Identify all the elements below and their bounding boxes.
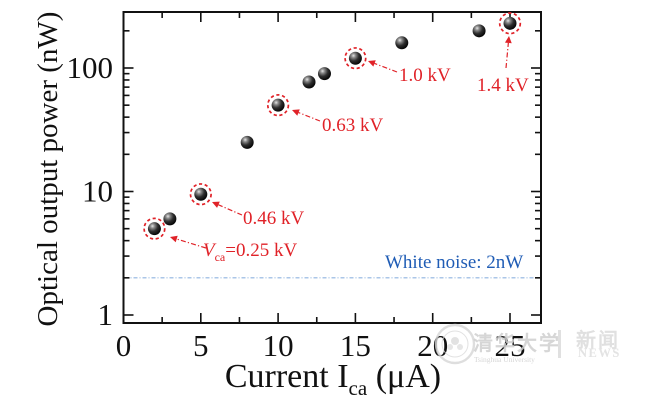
x-tick-label: 15 (340, 328, 371, 363)
annotation-value: =0.25 kV (225, 240, 298, 261)
data-point (472, 24, 486, 38)
annotation-0-63kv: 0.63 kV (322, 115, 384, 136)
y-tick-label: 10 (82, 174, 113, 209)
watermark-university-en: Tsinghua University (474, 355, 535, 364)
annotation-arrowhead-icon (368, 60, 376, 67)
x-tick-label: 10 (263, 328, 294, 363)
annotation-1-0kv: 1.0 kV (399, 65, 451, 86)
data-point (348, 51, 362, 65)
highlight-ring (189, 183, 212, 206)
annotation-variable: V (203, 240, 215, 261)
highlight-ring (266, 94, 290, 117)
data-point (271, 98, 285, 112)
x-axis-title: Current Ica (μA) (218, 358, 448, 400)
annotation-arrowhead-icon (292, 109, 300, 116)
x-tick-label: 20 (417, 328, 448, 363)
highlight-ring (143, 217, 166, 240)
watermark-news-cn: 新闻 (576, 330, 620, 352)
x-tick-label: 25 (495, 328, 526, 363)
y-tick-label: 100 (67, 50, 114, 85)
annotation-arrowhead-icon (170, 235, 178, 243)
annotation-arrow (176, 238, 207, 249)
plot-frame (122, 11, 542, 324)
data-point (194, 187, 208, 201)
annotation-arrow (374, 62, 398, 73)
white-noise-label: White noise: 2nW (385, 252, 524, 273)
data-point (395, 36, 409, 50)
data-point (147, 222, 161, 236)
annotation-1-4kv: 1.4 kV (477, 75, 529, 96)
annotation-arrow (298, 112, 321, 122)
annotation-variable-sub: ca (214, 249, 226, 264)
data-point (503, 16, 517, 30)
watermark-university-cn: 清华大学 (473, 333, 561, 355)
data-point (163, 212, 177, 226)
watermark-news-en: NEWS (578, 346, 621, 360)
annotation-0-46kv: 0.46 kV (243, 208, 305, 229)
annotation-arrowhead-icon (212, 201, 220, 208)
y-axis-title: Optical output power (nW) (32, 11, 64, 327)
x-axis-title-text: Current I (224, 358, 349, 395)
annotation-arrow (218, 204, 243, 216)
annotation-arrow (505, 42, 509, 69)
data-point (317, 67, 331, 81)
data-point (302, 75, 316, 89)
watermark-logo-icon (434, 323, 476, 365)
x-axis-title-units: (μA) (367, 358, 442, 395)
x-tick-label: 0 (116, 328, 132, 363)
x-tick-label: 5 (193, 328, 209, 363)
y-tick-label: 1 (98, 297, 114, 332)
highlight-ring (344, 47, 367, 70)
annotation-vca-0-25kv: Vca=0.25 kV (203, 240, 297, 265)
highlight-ring (498, 12, 522, 35)
x-axis-title-subscript: ca (348, 375, 368, 400)
data-point (240, 135, 254, 149)
watermark-divider (558, 330, 561, 358)
annotation-arrowhead-icon (504, 36, 512, 44)
